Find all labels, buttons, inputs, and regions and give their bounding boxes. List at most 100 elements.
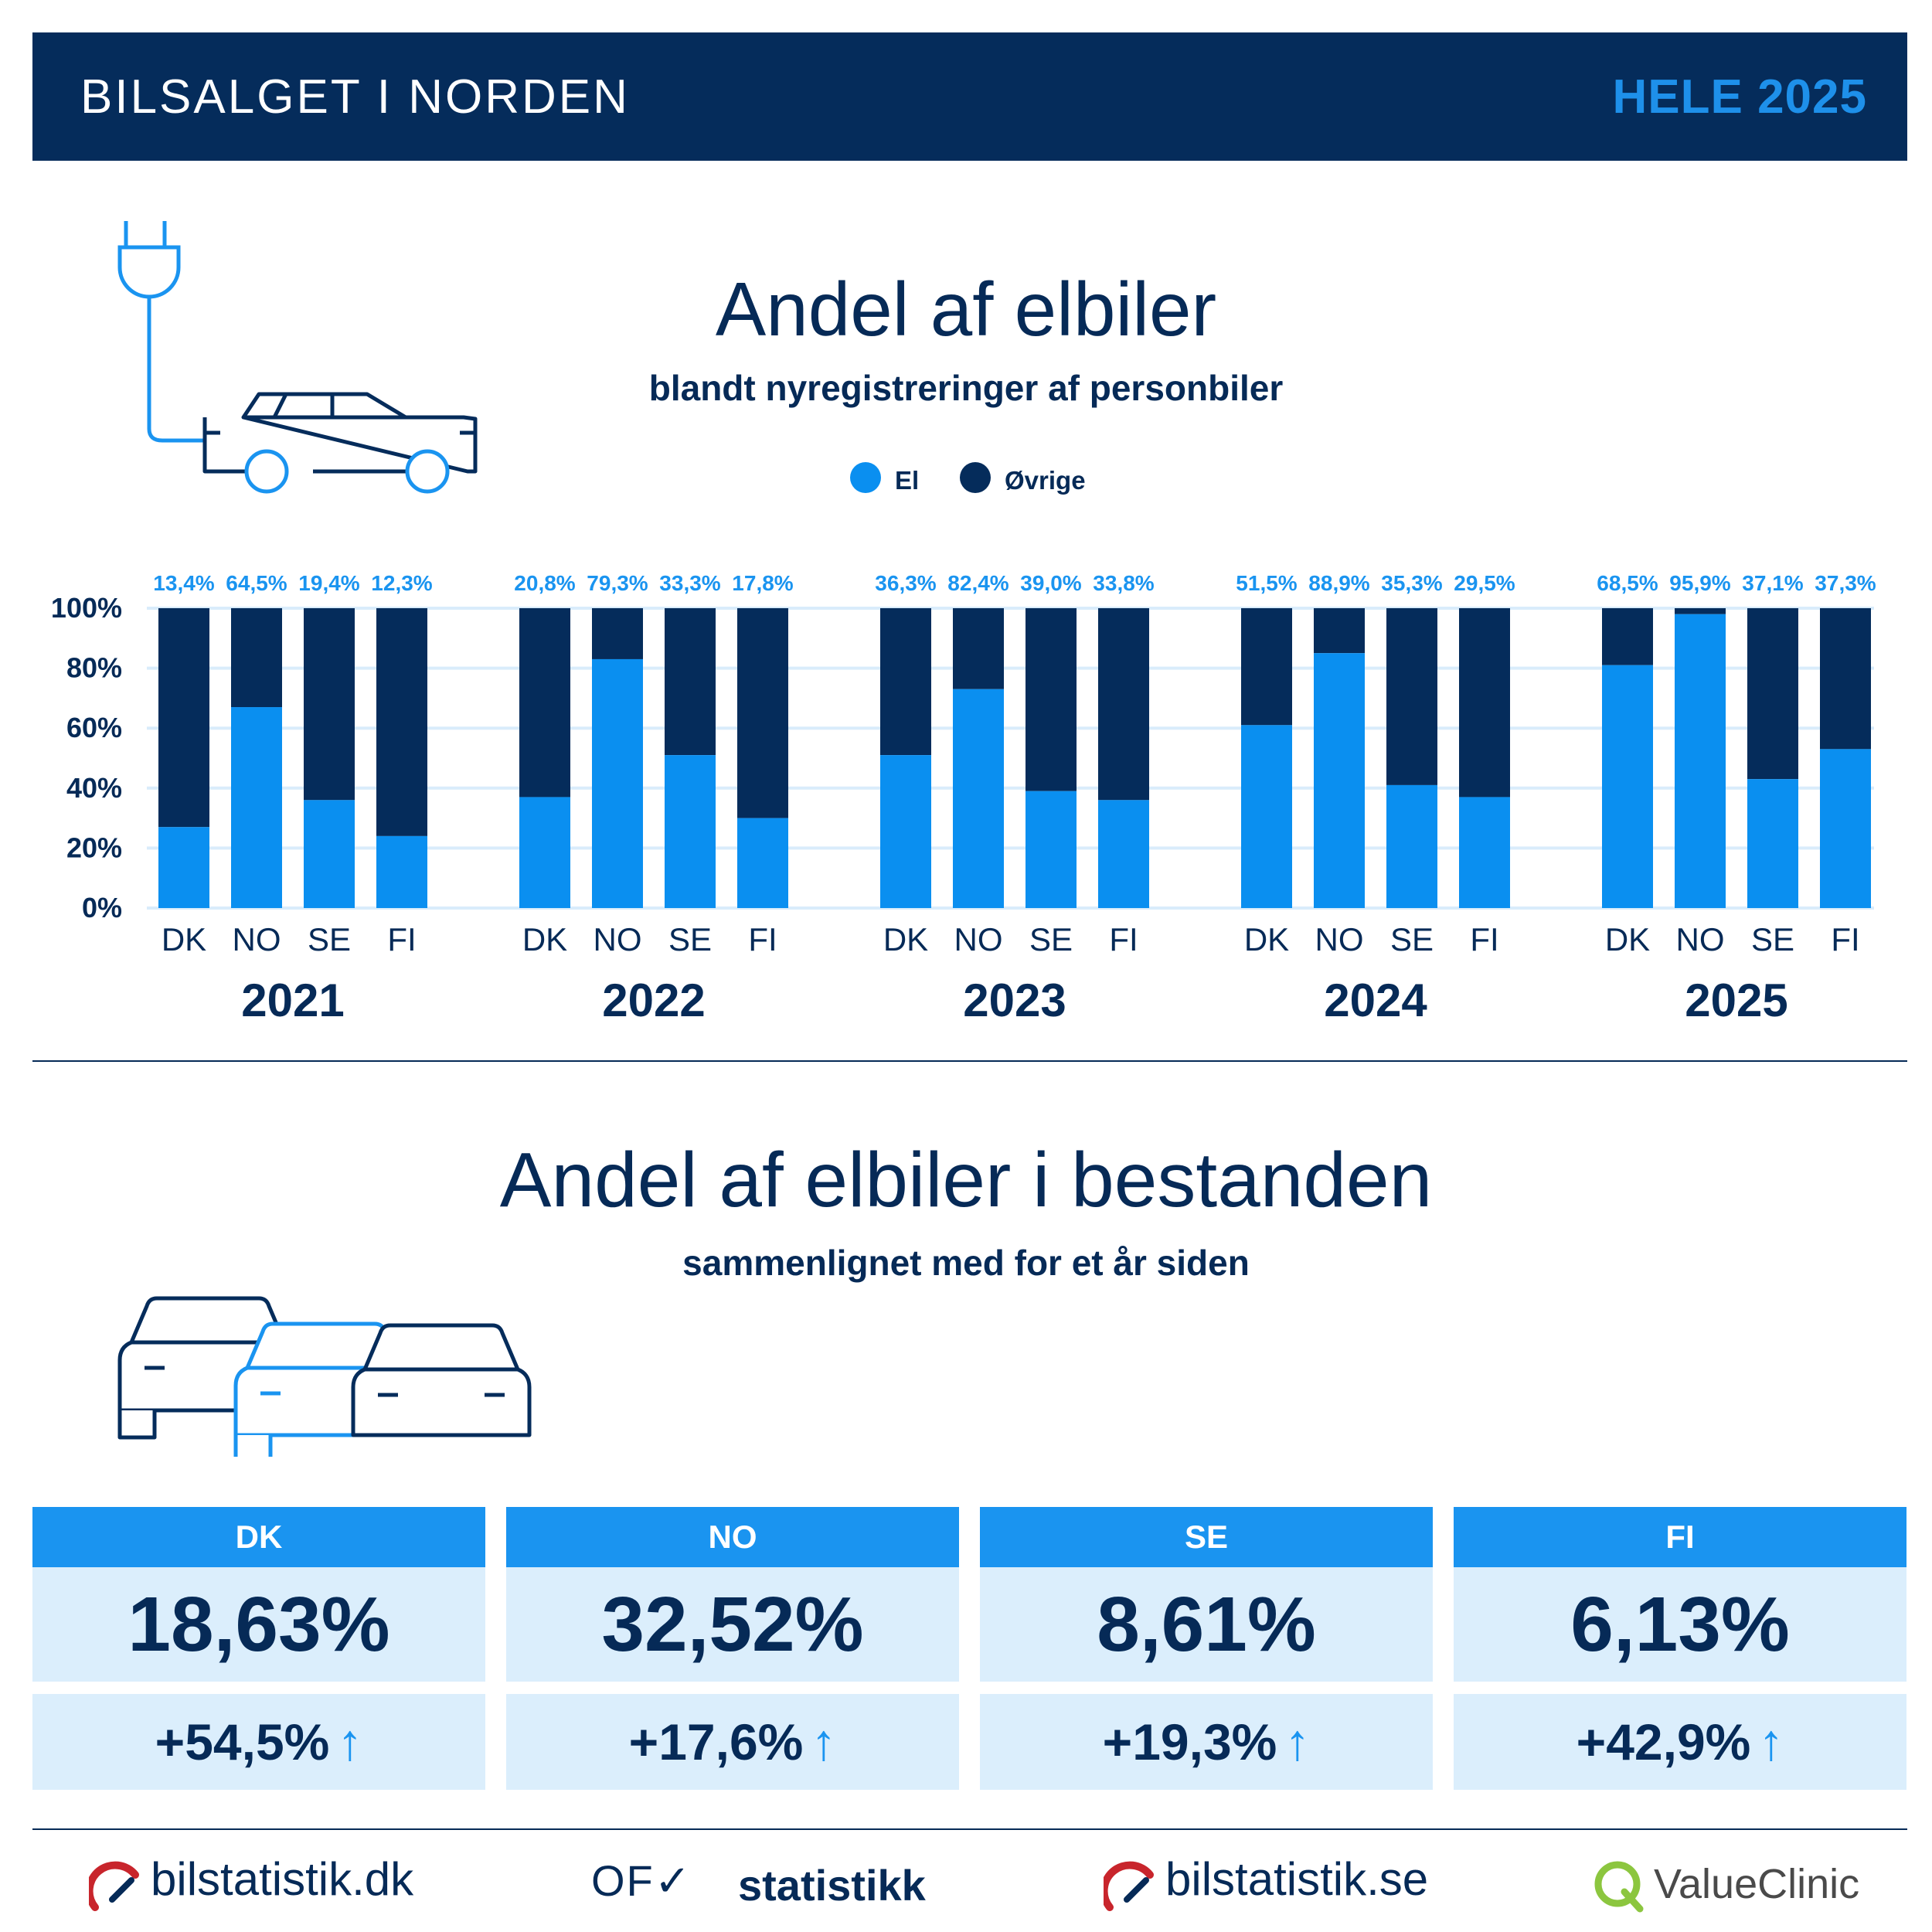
x-tick-label: FI <box>748 921 777 957</box>
logo-bilstatistik-dk[interactable]: bilstatistik.dk <box>89 1847 452 1917</box>
bar-el <box>953 689 1004 908</box>
data-label: 88,9% <box>1308 571 1369 595</box>
data-label: 33,3% <box>659 571 720 595</box>
y-tick-label: 40% <box>66 772 122 804</box>
card-country: FI <box>1454 1507 1906 1567</box>
bar-el <box>1747 779 1798 908</box>
logo-ofv-statistikk[interactable]: OF✓ statistikk <box>591 1847 962 1917</box>
stock-card-no: NO 32,52% +17,6% ↑ <box>506 1507 959 1790</box>
data-label: 79,3% <box>587 571 648 595</box>
data-label: 20,8% <box>514 571 575 595</box>
bar-other <box>880 608 931 756</box>
bar-el <box>665 755 716 908</box>
bar-other <box>376 608 427 836</box>
x-tick-label: SE <box>668 921 712 957</box>
card-value: 8,61% <box>980 1567 1433 1682</box>
x-tick-label: NO <box>954 921 1003 957</box>
bar-other <box>737 608 788 818</box>
header-period: HELE 2025 <box>1612 70 1867 124</box>
data-label: 19,4% <box>298 571 359 595</box>
y-tick-label: 100% <box>51 592 122 624</box>
x-tick-label: DK <box>1605 921 1650 957</box>
bar-el <box>1602 665 1653 908</box>
chart-subtitle: blandt nyregistreringer af personbiler <box>648 368 1284 408</box>
card-country: DK <box>32 1507 485 1567</box>
x-tick-label: NO <box>1676 921 1725 957</box>
data-label: 68,5% <box>1597 571 1658 595</box>
logo-valueclinic[interactable]: ValueClinic <box>1592 1847 1862 1917</box>
bar-other <box>953 608 1004 689</box>
speedometer-icon <box>89 1861 139 1911</box>
bar-other <box>1026 608 1077 791</box>
bar-other <box>1314 608 1365 654</box>
x-tick-label: DK <box>1244 921 1289 957</box>
card-change-row: +54,5% ↑ <box>32 1694 485 1790</box>
card-value: 18,63% <box>32 1567 485 1682</box>
data-label: 17,8% <box>732 571 793 595</box>
x-tick-label: FI <box>1470 921 1498 957</box>
bar-el <box>1314 653 1365 908</box>
plug-car-icon <box>117 221 478 494</box>
card-change-row: +19,3% ↑ <box>980 1694 1433 1790</box>
bar-other <box>1675 608 1726 614</box>
year-label: 2022 <box>602 975 705 1026</box>
q-logo-icon <box>1594 1861 1644 1913</box>
ofv-mark: OF✓ <box>591 1856 692 1905</box>
x-tick-label: DK <box>522 921 567 957</box>
data-label: 37,3% <box>1815 571 1876 595</box>
card-change-row: +17,6% ↑ <box>506 1694 959 1790</box>
bar-el <box>737 818 788 908</box>
bar-other <box>1386 608 1437 785</box>
x-tick-label: NO <box>594 921 642 957</box>
bar-el <box>519 797 570 908</box>
bar-el <box>1241 725 1292 908</box>
bar-el <box>880 755 931 908</box>
logo-text: bilstatistik.dk <box>151 1853 414 1905</box>
data-label: 51,5% <box>1236 571 1297 595</box>
x-tick-label: SE <box>1029 921 1073 957</box>
footer-divider <box>32 1828 1907 1830</box>
bar-el <box>592 658 643 908</box>
data-label: 29,5% <box>1454 571 1515 595</box>
y-tick-label: 0% <box>82 892 122 923</box>
data-label: 39,0% <box>1020 571 1081 595</box>
legend-other-swatch <box>960 462 991 493</box>
data-label: 13,4% <box>153 571 214 595</box>
logo-bilstatistik-se[interactable]: bilstatistik.se <box>1104 1847 1467 1917</box>
data-label: 64,5% <box>226 571 287 595</box>
y-tick-label: 80% <box>66 652 122 684</box>
year-label: 2023 <box>963 975 1066 1026</box>
bar-other <box>1098 608 1149 801</box>
logo-text: statistikk <box>738 1861 926 1910</box>
year-label: 2024 <box>1324 975 1427 1026</box>
data-label: 82,4% <box>947 571 1009 595</box>
x-tick-label: FI <box>387 921 416 957</box>
data-label: 36,3% <box>875 571 936 595</box>
three-cars-icon <box>117 1296 532 1457</box>
stock-card-dk: DK 18,63% +54,5% ↑ <box>32 1507 485 1790</box>
section2-subtitle: sammenlignet med for et år siden <box>682 1243 1250 1283</box>
x-tick-label: DK <box>883 921 928 957</box>
bar-other <box>158 608 209 828</box>
bar-other <box>1602 608 1653 665</box>
card-change: +19,3% <box>1102 1713 1277 1770</box>
bar-other <box>1459 608 1510 798</box>
bar-el <box>1386 784 1437 908</box>
stock-card-se: SE 8,61% +19,3% ↑ <box>980 1507 1433 1790</box>
bar-other <box>1241 608 1292 726</box>
bar-el <box>1675 614 1726 908</box>
data-label: 35,3% <box>1381 571 1442 595</box>
x-tick-label: SE <box>308 921 351 957</box>
card-change-row: +42,9% ↑ <box>1454 1694 1906 1790</box>
bar-other <box>1747 608 1798 780</box>
bar-el <box>1820 749 1871 908</box>
card-value: 32,52% <box>506 1567 959 1682</box>
header-title: BILSALGET I NORDEN <box>80 70 630 124</box>
x-tick-label: NO <box>233 921 281 957</box>
card-change: +17,6% <box>628 1713 804 1770</box>
logo-text: bilstatistik.se <box>1165 1853 1429 1905</box>
x-tick-label: FI <box>1109 921 1138 957</box>
bar-el <box>304 800 355 908</box>
stock-card-fi: FI 6,13% +42,9% ↑ <box>1454 1507 1906 1790</box>
bar-el <box>1026 791 1077 908</box>
